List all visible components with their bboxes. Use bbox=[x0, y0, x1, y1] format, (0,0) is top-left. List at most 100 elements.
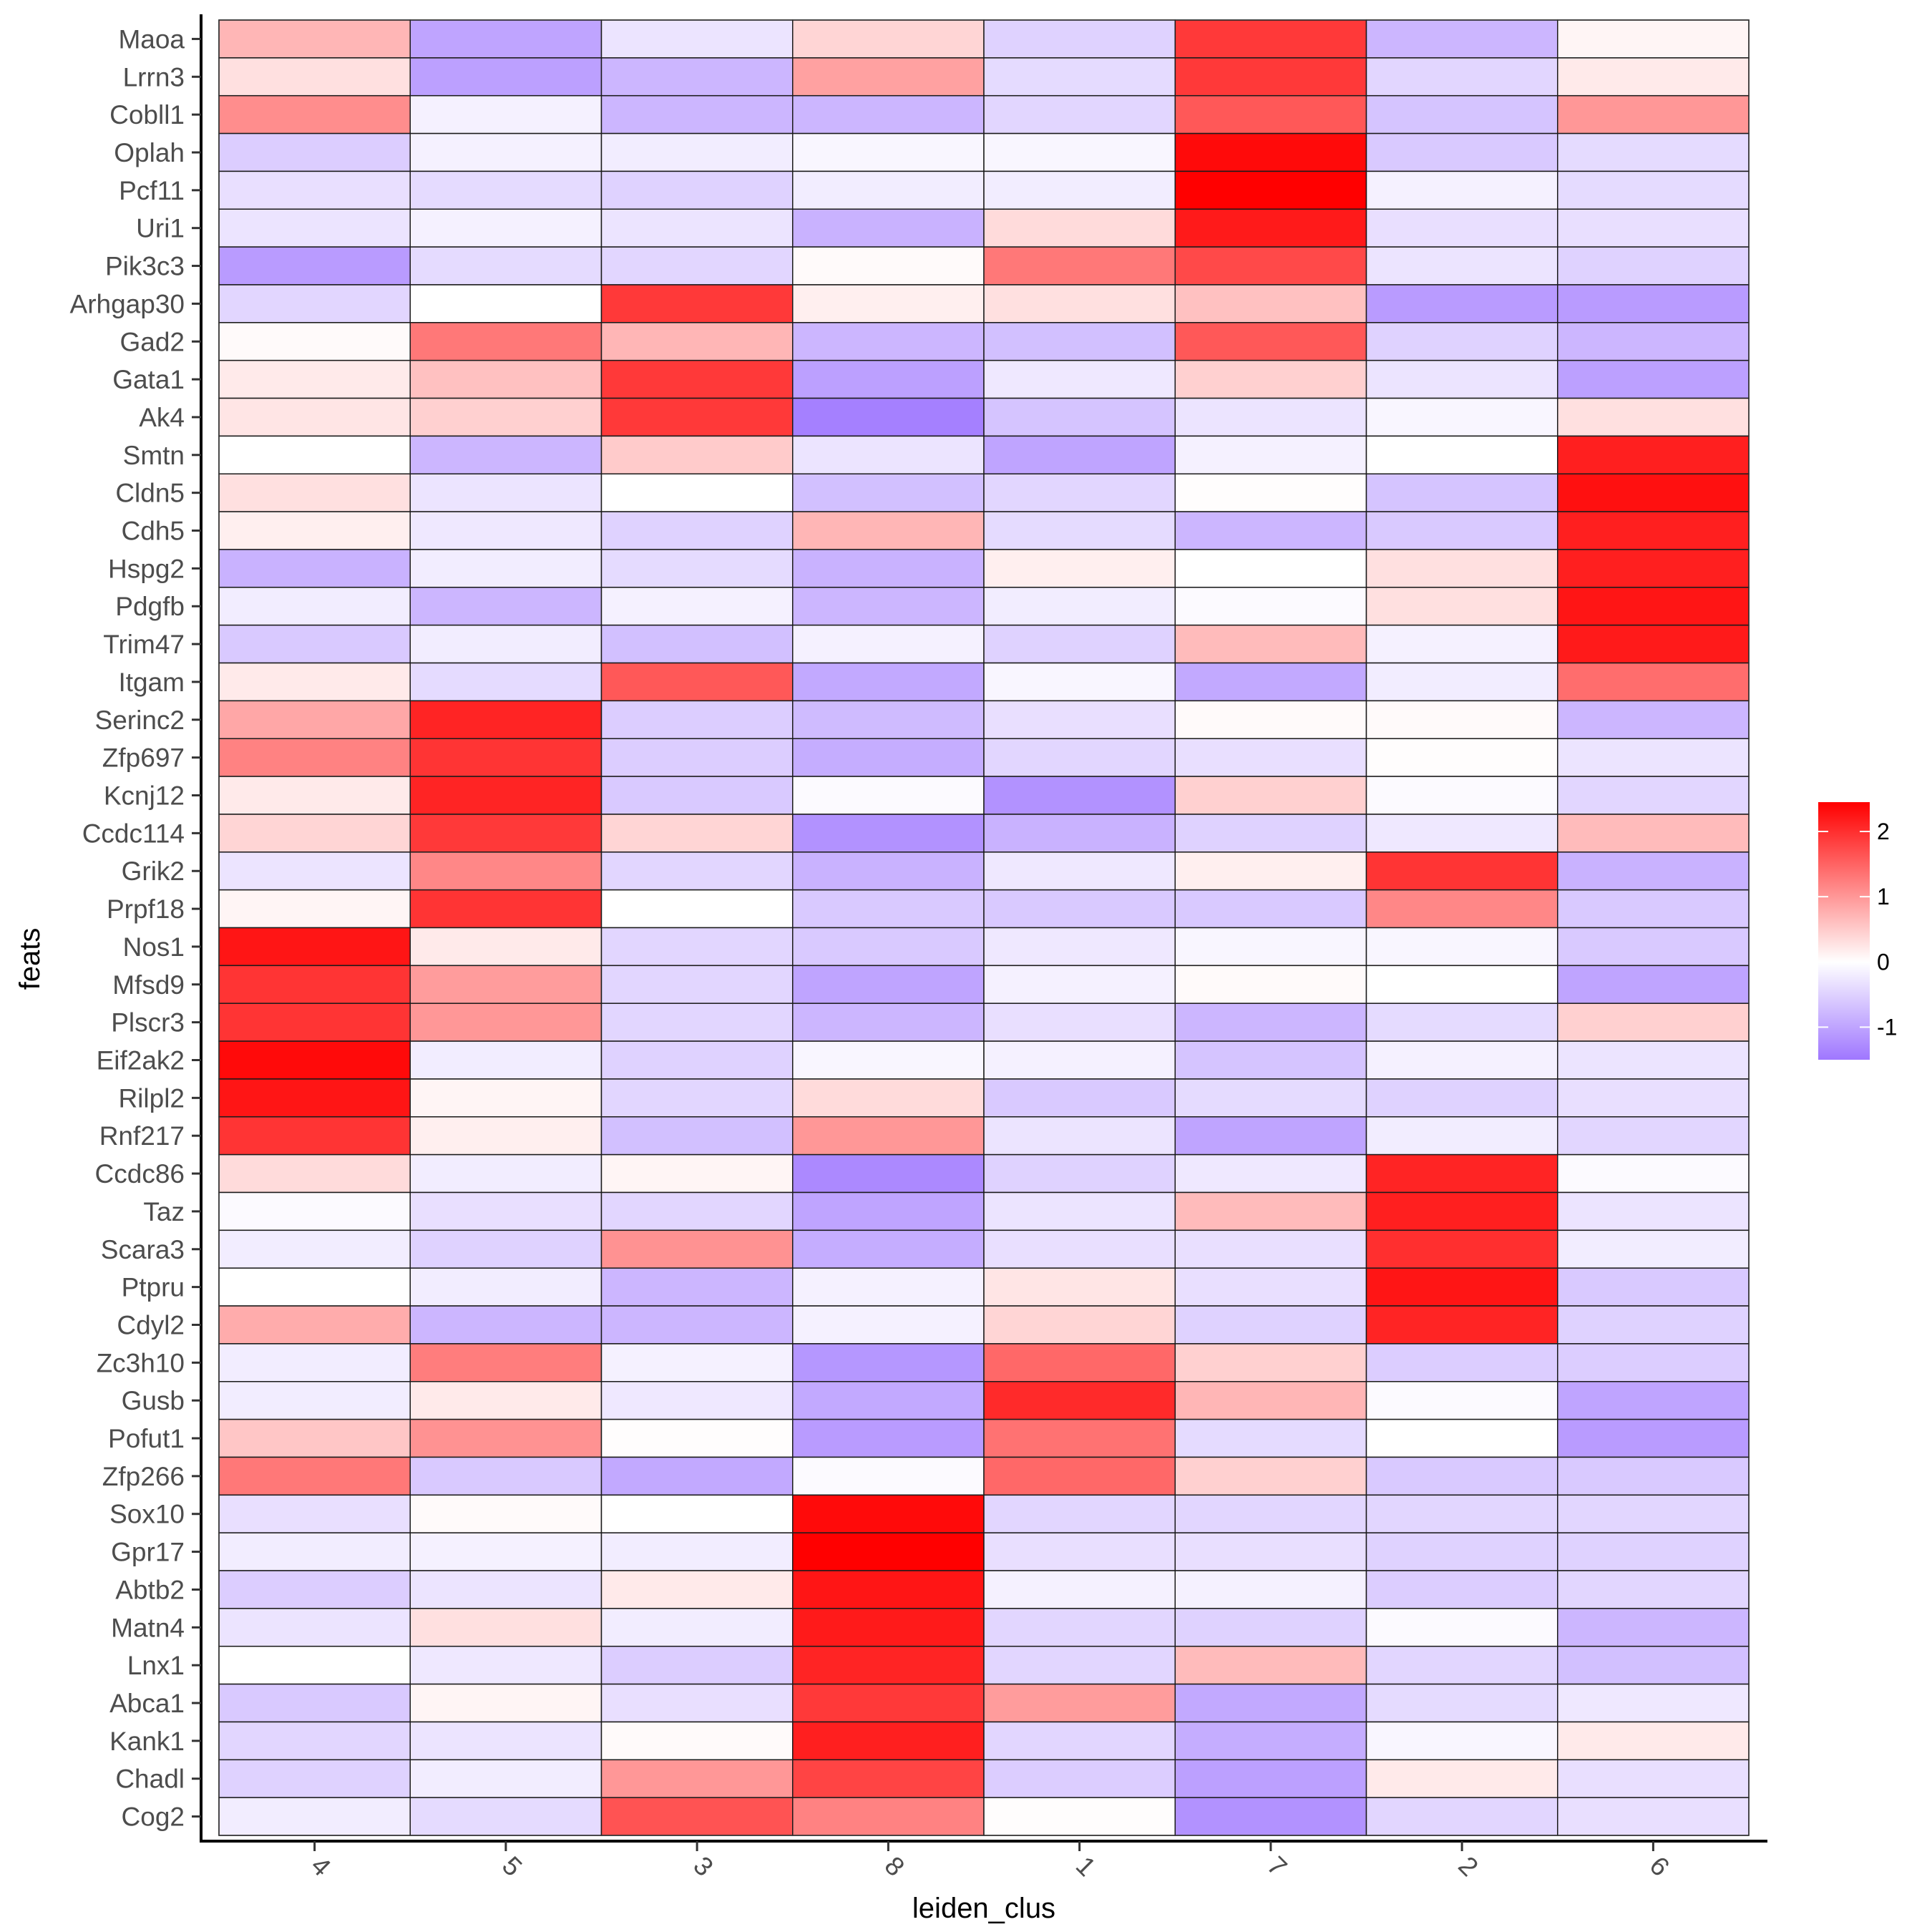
heatmap-cell bbox=[983, 1721, 1176, 1761]
heatmap-cell bbox=[792, 1759, 985, 1798]
heatmap-cell bbox=[1365, 1116, 1558, 1156]
heatmap-cell bbox=[600, 57, 794, 97]
heatmap-cell bbox=[983, 889, 1176, 929]
heatmap-cell bbox=[1365, 1608, 1558, 1647]
heatmap-cell bbox=[409, 1608, 602, 1647]
colorbar-tick-label: -1 bbox=[1877, 1014, 1897, 1040]
heatmap-cell bbox=[600, 776, 794, 815]
y-tick-label: Maoa bbox=[118, 24, 185, 54]
y-tick-label: Gad2 bbox=[119, 327, 185, 356]
heatmap-cell bbox=[218, 965, 411, 1004]
heatmap-cell bbox=[1365, 397, 1558, 437]
heatmap-cell bbox=[409, 19, 602, 59]
heatmap-cell bbox=[218, 1229, 411, 1269]
heatmap-cell bbox=[1557, 1191, 1750, 1231]
y-tick-label: Ak4 bbox=[139, 403, 185, 432]
heatmap-cell bbox=[218, 776, 411, 815]
heatmap-cell bbox=[600, 587, 794, 626]
heatmap-cell bbox=[1557, 322, 1750, 361]
heatmap-cell bbox=[1365, 624, 1558, 664]
heatmap-cell bbox=[1365, 1153, 1558, 1194]
heatmap-cell bbox=[218, 1343, 411, 1382]
heatmap-cell bbox=[983, 246, 1176, 286]
heatmap-cell bbox=[1365, 1343, 1558, 1382]
heatmap-cell bbox=[1557, 1116, 1750, 1156]
heatmap-cell bbox=[600, 549, 794, 588]
y-tick-label: Gusb bbox=[122, 1386, 185, 1415]
heatmap-cell bbox=[1557, 889, 1750, 929]
heatmap-cell bbox=[1557, 435, 1750, 474]
heatmap-cell bbox=[600, 246, 794, 286]
heatmap-cell bbox=[1557, 1797, 1750, 1836]
heatmap-cell bbox=[218, 852, 411, 891]
heatmap-cell bbox=[983, 132, 1176, 172]
y-tick-label: Gata1 bbox=[112, 365, 185, 394]
heatmap-cell bbox=[1174, 132, 1367, 172]
heatmap-cell bbox=[1174, 1078, 1367, 1118]
y-tick-label: Ptpru bbox=[122, 1273, 185, 1302]
heatmap-cell bbox=[1557, 1229, 1750, 1269]
heatmap-cell bbox=[218, 1494, 411, 1533]
y-tick-label: Pofut1 bbox=[108, 1424, 185, 1453]
heatmap-cell bbox=[218, 1418, 411, 1458]
heatmap-cell bbox=[409, 132, 602, 172]
heatmap-cell bbox=[1174, 208, 1367, 248]
heatmap-cell bbox=[1365, 1456, 1558, 1496]
heatmap-cell bbox=[409, 700, 602, 739]
heatmap-cell bbox=[1174, 624, 1367, 664]
heatmap-cell bbox=[409, 1040, 602, 1080]
heatmap-cell bbox=[792, 1456, 985, 1496]
heatmap-cell bbox=[1365, 1532, 1558, 1571]
heatmap-cell bbox=[1365, 587, 1558, 626]
heatmap-cell bbox=[1557, 624, 1750, 664]
heatmap-cell bbox=[983, 94, 1176, 135]
heatmap-cell bbox=[409, 1645, 602, 1685]
heatmap-cell bbox=[1174, 1153, 1367, 1194]
heatmap-cell bbox=[983, 700, 1176, 739]
heatmap-cell bbox=[1365, 889, 1558, 929]
y-tick-label: Pcf11 bbox=[119, 176, 185, 205]
heatmap-cell bbox=[983, 1494, 1176, 1533]
heatmap-cell bbox=[600, 1116, 794, 1156]
heatmap-cell bbox=[983, 1645, 1176, 1685]
heatmap-cell bbox=[600, 1078, 794, 1118]
heatmap-cell bbox=[600, 1191, 794, 1231]
heatmap-cell bbox=[409, 359, 602, 399]
heatmap-cell bbox=[218, 1759, 411, 1798]
heatmap-cell bbox=[1365, 19, 1558, 59]
heatmap-cell bbox=[409, 246, 602, 286]
heatmap-cell bbox=[1174, 359, 1367, 399]
heatmap-cell bbox=[218, 511, 411, 550]
heatmap-cell bbox=[983, 1153, 1176, 1194]
y-axis-title: feats bbox=[14, 928, 46, 990]
heatmap-cell bbox=[218, 662, 411, 702]
heatmap-cell bbox=[983, 19, 1176, 59]
heatmap-cell bbox=[600, 511, 794, 550]
colorbar bbox=[1818, 802, 1870, 1060]
heatmap-cell bbox=[792, 587, 985, 626]
heatmap-cell bbox=[792, 852, 985, 891]
heatmap-cell bbox=[1365, 1570, 1558, 1609]
heatmap-cell bbox=[218, 1381, 411, 1420]
heatmap-cell bbox=[1557, 359, 1750, 399]
heatmap-cell bbox=[409, 397, 602, 437]
y-tick-label: Zfp697 bbox=[102, 743, 185, 773]
heatmap-cell bbox=[983, 1797, 1176, 1836]
heatmap-cell bbox=[983, 1040, 1176, 1080]
heatmap-cell bbox=[1174, 852, 1367, 891]
heatmap-cell bbox=[409, 624, 602, 664]
heatmap-cell bbox=[1557, 1002, 1750, 1042]
heatmap-cell bbox=[792, 927, 985, 967]
heatmap-cell bbox=[983, 1078, 1176, 1118]
heatmap-cell bbox=[218, 889, 411, 929]
heatmap-cell bbox=[1365, 359, 1558, 399]
heatmap-cell bbox=[409, 1570, 602, 1609]
heatmap-cell bbox=[409, 738, 602, 777]
heatmap-cell bbox=[600, 1645, 794, 1685]
heatmap-cell bbox=[1365, 435, 1558, 474]
heatmap-cell bbox=[409, 776, 602, 815]
heatmap-cell bbox=[792, 1532, 985, 1571]
heatmap-cell bbox=[792, 549, 985, 588]
heatmap-cell bbox=[1557, 1494, 1750, 1533]
heatmap-cell bbox=[218, 1721, 411, 1761]
